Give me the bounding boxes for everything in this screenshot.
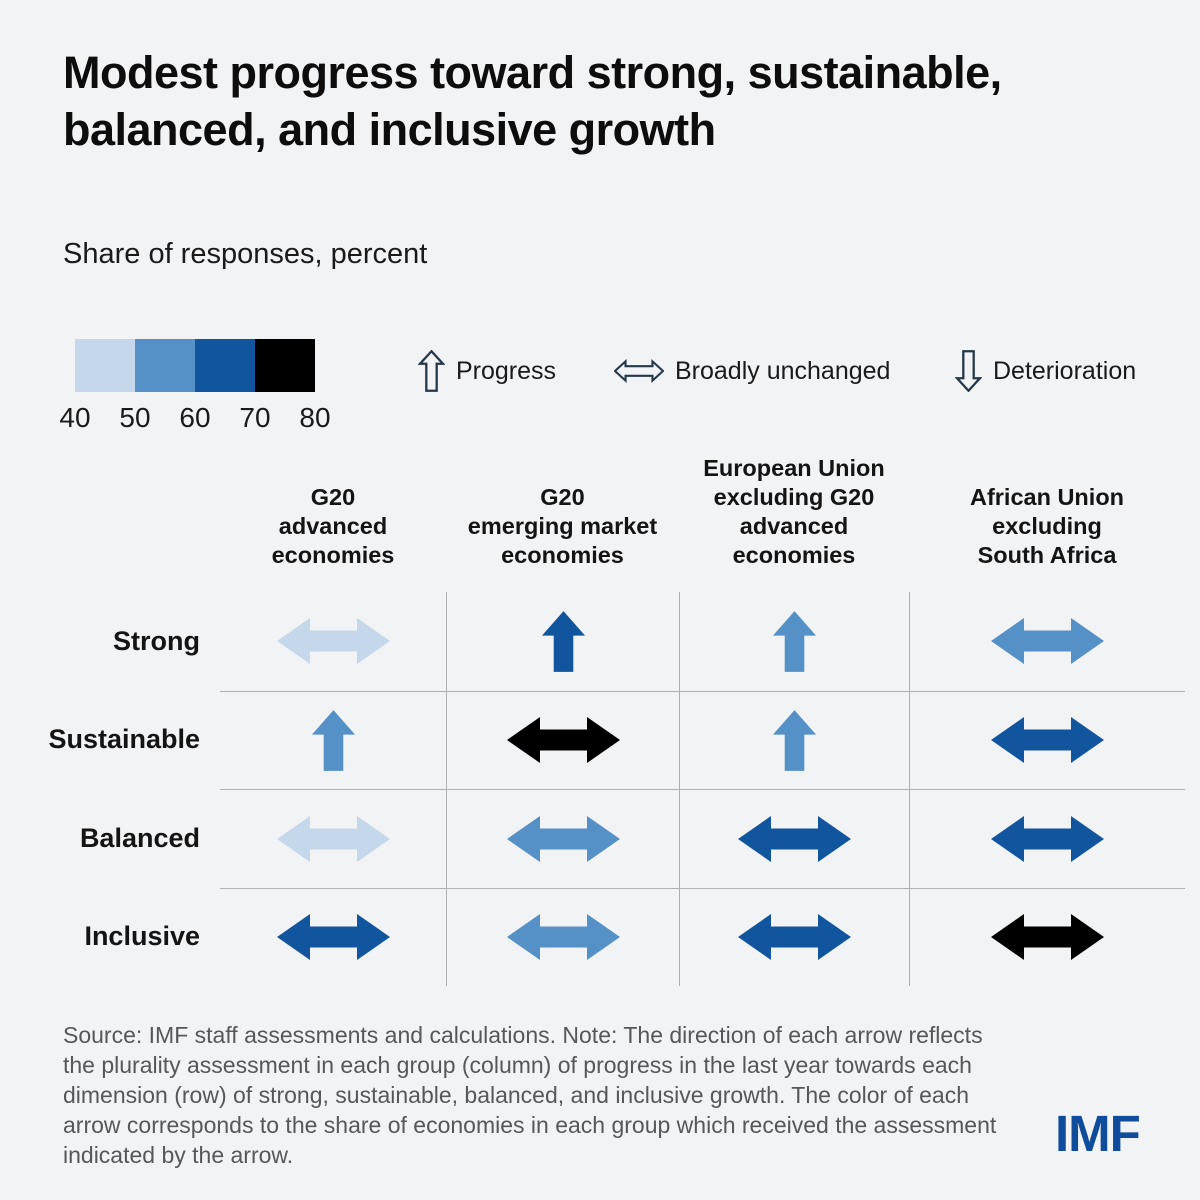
left-right-arrow-icon (991, 914, 1104, 961)
matrix-cell-inclusive-2 (679, 887, 909, 986)
left-right-arrow-outline-icon (614, 358, 664, 384)
up-arrow-icon (311, 709, 355, 771)
color-scale-tick: 70 (239, 402, 271, 433)
matrix-cell-strong-1 (446, 592, 679, 691)
matrix-cell-inclusive-3 (909, 887, 1185, 986)
up-arrow-icon (541, 610, 585, 672)
matrix-cell-balanced-3 (909, 789, 1185, 888)
matrix-cell-inclusive-1 (446, 887, 679, 986)
matrix-cell-strong-3 (909, 592, 1185, 691)
imf-logo: IMF (1055, 1105, 1141, 1162)
matrix-cell-sustainable-1 (446, 690, 679, 789)
up-arrow-outline-icon (418, 350, 445, 392)
row-label-sustainable: Sustainable (48, 724, 200, 755)
matrix-cell-sustainable-2 (679, 690, 909, 789)
left-right-arrow-icon (506, 717, 620, 764)
legend-item-progress: Progress (418, 348, 556, 394)
left-right-arrow-icon (276, 618, 390, 665)
color-scale-ticks: 40 50 60 70 80 (59, 402, 375, 436)
legend-unchanged-label: Broadly unchanged (675, 356, 891, 385)
source-note: Source: IMF staff assessments and calcul… (63, 1022, 997, 1168)
up-arrow-icon (772, 709, 817, 771)
color-scale-tick: 50 (119, 402, 151, 433)
color-scale-tick: 40 (59, 402, 91, 433)
matrix-cell-sustainable-0 (220, 690, 446, 790)
matrix-cell-balanced-0 (220, 789, 446, 888)
left-right-arrow-icon (991, 618, 1104, 665)
matrix-cell-sustainable-3 (909, 690, 1185, 789)
legend-item-deterioration: Deterioration (955, 348, 1136, 394)
color-scale-tick: 60 (179, 402, 211, 433)
left-right-arrow-icon (991, 815, 1104, 862)
color-scale-swatch-3 (255, 339, 315, 392)
row-label-balanced: Balanced (79, 822, 200, 853)
left-right-arrow-icon (276, 815, 390, 862)
page-title: Modest progress toward strong, sustainab… (63, 47, 1002, 155)
chart-subtitle: Share of responses, percent (63, 238, 428, 270)
row-label-inclusive: Inclusive (84, 921, 200, 952)
column-header-1: G20 emerging market economies (467, 484, 658, 568)
legend-deterioration-label: Deterioration (993, 356, 1137, 385)
color-scale-tick: 80 (299, 402, 331, 433)
legend-item-unchanged: Broadly unchanged (614, 348, 890, 394)
column-header-0: G20 advanced economies (271, 484, 395, 568)
column-headers: G20 advanced economies G20 emerging market ec… (220, 446, 1185, 586)
row-labels: Strong Sustainable Balanced Inclusive (0, 592, 200, 986)
matrix-cell-strong-0 (220, 592, 446, 691)
legend-progress-label: Progress (456, 356, 557, 385)
left-right-arrow-icon (738, 914, 851, 961)
left-right-arrow-icon (506, 815, 620, 862)
assessment-matrix (220, 592, 1185, 986)
matrix-cell-strong-2 (679, 592, 909, 691)
color-scale-swatch-0 (75, 339, 135, 392)
column-header-2: European Union excluding G20 advanced econo… (703, 455, 885, 568)
matrix-cell-balanced-2 (679, 789, 909, 888)
left-right-arrow-icon (738, 815, 851, 862)
color-scale (75, 339, 315, 392)
color-scale-swatch-1 (135, 339, 195, 392)
matrix-cell-balanced-1 (446, 789, 679, 888)
left-right-arrow-icon (991, 717, 1104, 764)
color-scale-swatch-2 (195, 339, 255, 392)
matrix-cell-inclusive-0 (220, 887, 446, 987)
down-arrow-outline-icon (955, 350, 982, 392)
left-right-arrow-icon (506, 914, 620, 961)
up-arrow-icon (772, 610, 817, 672)
left-right-arrow-icon (276, 914, 390, 961)
column-header-3: African Union excluding South Africa (969, 484, 1125, 568)
row-label-strong: Strong (113, 625, 200, 656)
